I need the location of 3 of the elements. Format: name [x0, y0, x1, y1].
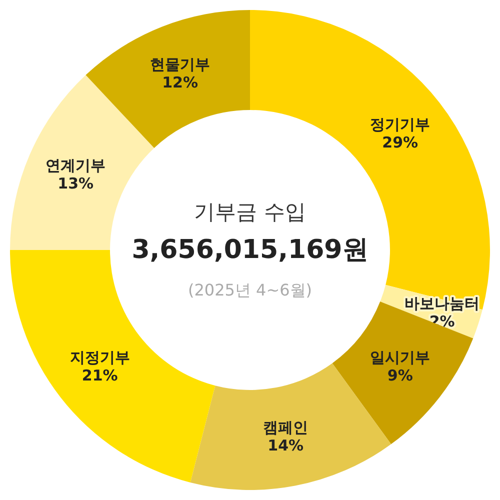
title: 기부금 수입: [194, 200, 306, 224]
annotation: (2025년 4~6월): [188, 280, 312, 300]
subtitle: 3,656,015,169원: [132, 235, 368, 265]
